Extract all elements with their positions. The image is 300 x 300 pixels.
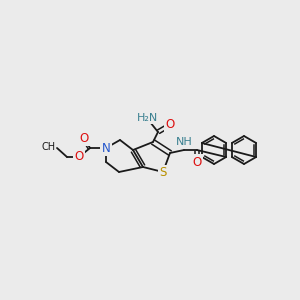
Text: O: O <box>74 151 84 164</box>
Text: CH: CH <box>42 142 56 152</box>
Text: S: S <box>159 167 167 179</box>
Text: N: N <box>102 142 110 154</box>
Text: O: O <box>165 118 175 131</box>
Text: NH: NH <box>176 137 192 147</box>
Text: O: O <box>46 142 55 154</box>
Text: O: O <box>192 155 202 169</box>
Text: O: O <box>80 131 88 145</box>
Text: H₂N: H₂N <box>136 113 158 123</box>
